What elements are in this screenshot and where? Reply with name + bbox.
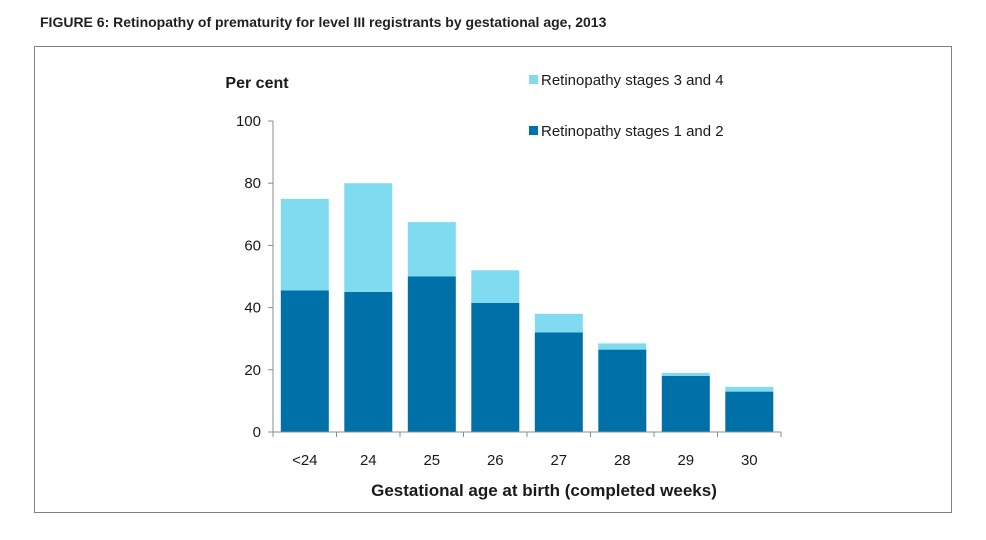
y-tick-label: 40 [244, 300, 261, 317]
legend-label: Retinopathy stages 3 and 4 [541, 72, 724, 89]
bar-stages-3-4-3 [471, 270, 520, 303]
bar-stages-1-2-1 [344, 292, 393, 432]
bars-group [280, 183, 774, 432]
x-tick-label: 24 [360, 452, 377, 469]
stacked-bar-chart: Per cent Retinopathy stages 3 and 4Retin… [225, 72, 782, 500]
x-tick-label: 27 [550, 452, 567, 469]
legend: Retinopathy stages 3 and 4 Retinopathy st… [529, 72, 724, 140]
x-tick-label: 25 [423, 452, 440, 469]
y-tick-label: 80 [244, 175, 261, 192]
bar-stages-1-2-0 [280, 290, 329, 432]
x-tick-label: 26 [487, 452, 504, 469]
y-tick-label: 20 [244, 362, 261, 379]
bar-stages-1-2-2 [407, 276, 456, 432]
x-tick-label: 30 [741, 452, 758, 469]
bar-stages-3-4-5 [598, 343, 647, 350]
bar-stages-3-4-7 [725, 386, 774, 392]
bar-stages-3-4-0 [280, 198, 329, 291]
x-tick-label: 28 [614, 452, 631, 469]
bar-stages-1-2-6 [661, 376, 710, 432]
y-tick-label: 0 [253, 424, 261, 441]
x-tick-label: 29 [677, 452, 694, 469]
bar-stages-1-2-5 [598, 349, 647, 432]
x-tick-label: <24 [292, 452, 317, 469]
legend-label: Retinopathy stages 1 and 2 [541, 123, 724, 140]
bar-stages-1-2-4 [534, 332, 583, 432]
legend-swatch [529, 75, 538, 84]
figure-title: FIGURE 6: Retinopathy of prematurity for… [40, 14, 607, 30]
x-axis-label: Gestational age at birth (completed week… [371, 481, 717, 500]
bar-stages-1-2-3 [471, 302, 520, 432]
bar-stages-1-2-7 [725, 391, 774, 432]
bar-stages-3-4-2 [407, 222, 456, 277]
bar-stages-3-4-1 [344, 183, 393, 292]
y-tick-label: 60 [244, 237, 261, 254]
chart-frame: Per cent Retinopathy stages 3 and 4 Retin… [34, 46, 952, 513]
axes-group: <24 24 25 26 27 28 29 30 0 20 40 60 80 100 [236, 113, 782, 469]
bar-stages-3-4-6 [661, 372, 710, 376]
bar-stages-3-4-4 [534, 313, 583, 333]
y-axis-label: Per cent [225, 75, 289, 92]
y-tick-label: 100 [236, 113, 261, 130]
legend-swatch [529, 126, 538, 135]
